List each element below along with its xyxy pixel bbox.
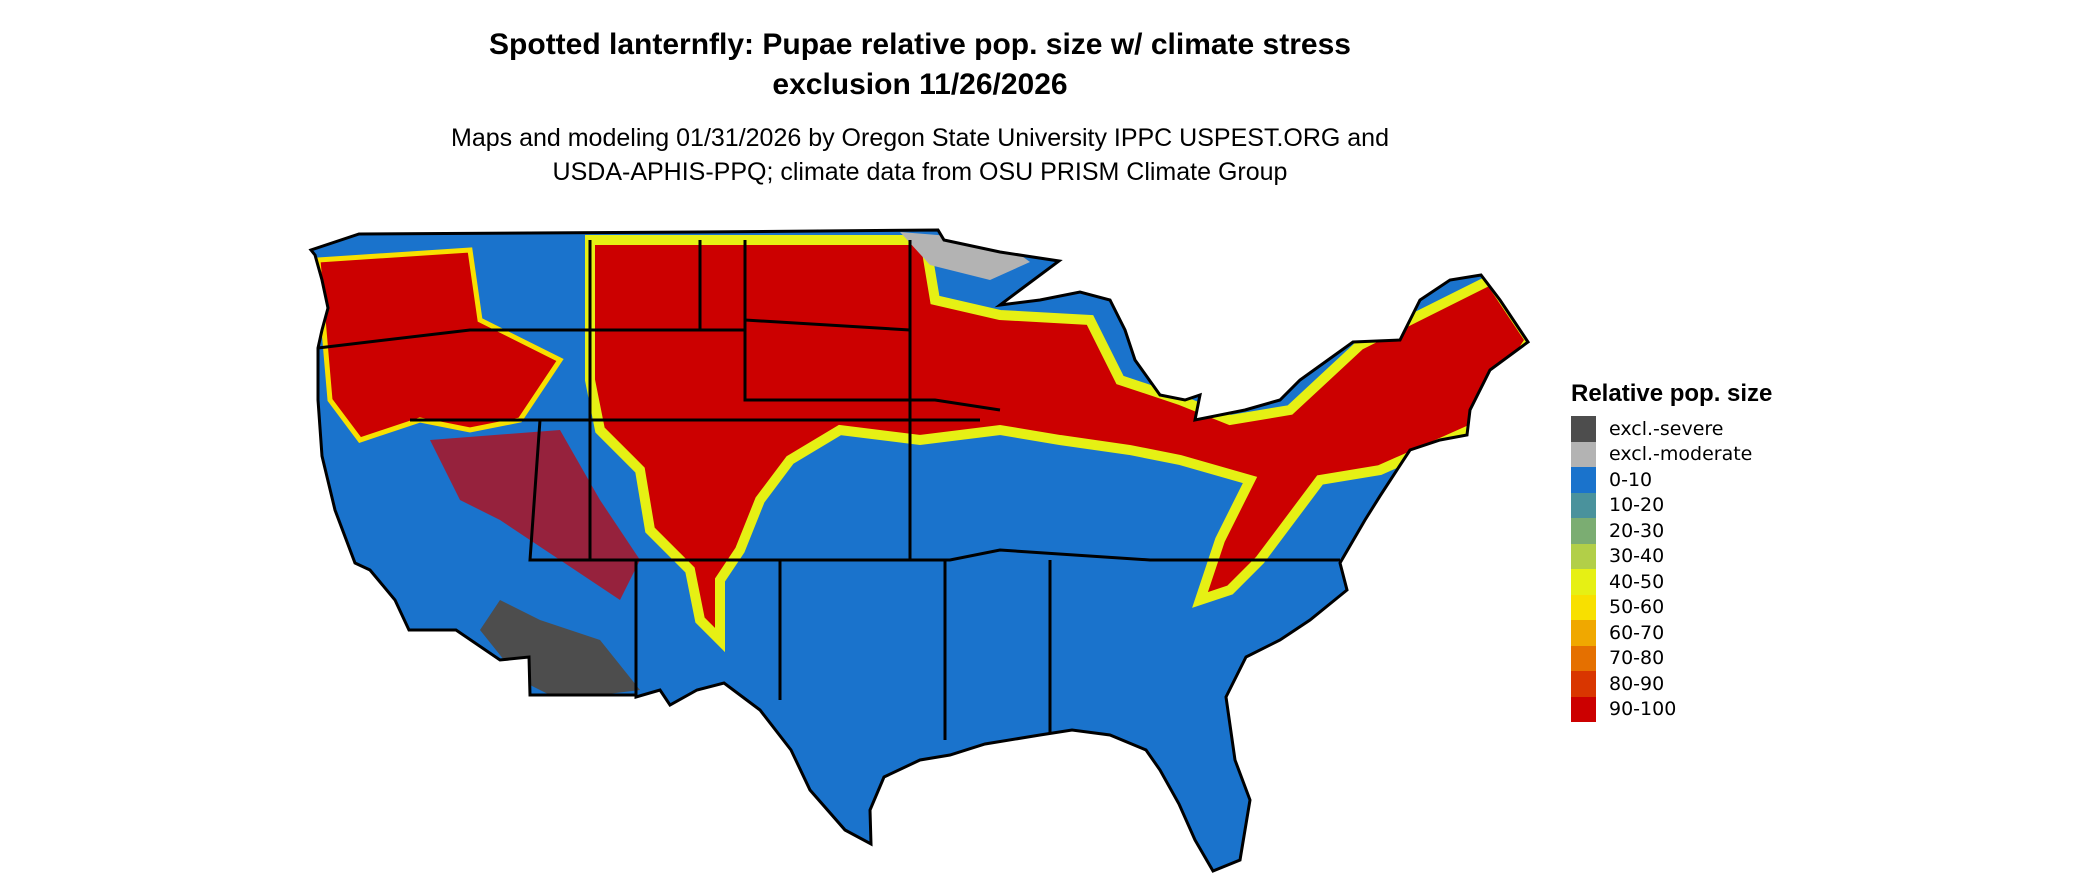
legend-label: 10-20 <box>1609 494 1665 517</box>
legend-item: 30-40 <box>1571 543 1772 569</box>
legend-item: 90-100 <box>1571 696 1772 722</box>
legend-swatch <box>1571 569 1596 595</box>
state-borders <box>317 240 1340 740</box>
legend-item: 10-20 <box>1571 492 1772 518</box>
map-title-line2: exclusion 11/26/2026 <box>772 68 1068 101</box>
legend-label: 30-40 <box>1609 545 1665 568</box>
legend-item: 70-80 <box>1571 645 1772 671</box>
legend-item: 50-60 <box>1571 594 1772 620</box>
legend-swatch <box>1571 645 1596 671</box>
legend-item: 20-30 <box>1571 518 1772 544</box>
legend-item: 40-50 <box>1571 569 1772 595</box>
legend-label: excl.-moderate <box>1609 443 1753 466</box>
legend-label: 50-60 <box>1609 596 1665 619</box>
map-subtitle-line2: USDA-APHIS-PPQ; climate data from OSU PR… <box>552 158 1288 186</box>
legend-swatch <box>1571 696 1596 722</box>
legend-swatch <box>1571 467 1596 493</box>
legend-item: excl.-severe <box>1571 416 1772 442</box>
legend-label: 60-70 <box>1609 621 1665 644</box>
legend-item: 80-90 <box>1571 671 1772 697</box>
legend-label: 80-90 <box>1609 672 1665 695</box>
legend-swatch <box>1571 492 1596 518</box>
legend-swatch <box>1571 543 1596 569</box>
legend-swatch <box>1571 594 1596 620</box>
legend-title: Relative pop. size <box>1571 380 1773 407</box>
high-suitability-region <box>585 235 1528 653</box>
map-title-line1: Spotted lanternfly: Pupae relative pop. … <box>489 28 1351 61</box>
interior-west-region <box>430 430 640 600</box>
legend-label: 0-10 <box>1609 468 1653 491</box>
legend-item: 0-10 <box>1571 467 1772 493</box>
map-subtitle-line1: Maps and modeling 01/31/2026 by Oregon S… <box>451 124 1389 152</box>
legend-label: excl.-severe <box>1609 417 1724 440</box>
legend-swatch <box>1571 416 1596 442</box>
legend-swatch <box>1571 441 1596 467</box>
legend-label: 20-30 <box>1609 519 1665 542</box>
legend-swatch <box>1571 518 1596 544</box>
legend-label: 40-50 <box>1609 570 1665 593</box>
legend-swatch <box>1571 671 1596 697</box>
northwest-high-region <box>315 247 564 443</box>
legend-item: excl.-moderate <box>1571 441 1772 467</box>
legend-label: 90-100 <box>1609 698 1677 721</box>
legend-swatch <box>1571 620 1596 646</box>
legend-item: 60-70 <box>1571 620 1772 646</box>
legend: Relative pop. size excl.-severe excl.-mod… <box>1571 380 1772 722</box>
legend-label: 70-80 <box>1609 647 1665 670</box>
